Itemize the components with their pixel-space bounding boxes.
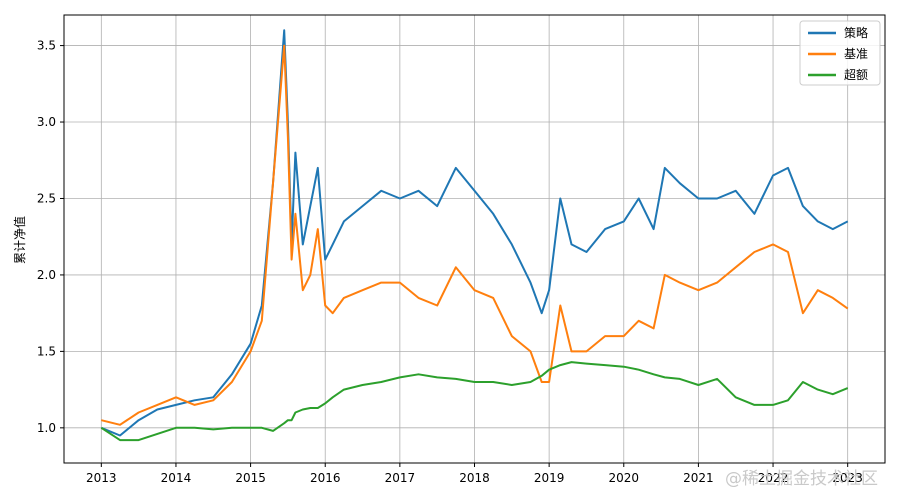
x-tick-label: 2017 [385,471,416,485]
grid [64,15,885,463]
watermark: @稀土掘金技术社区 [725,469,878,489]
x-tick-label: 2019 [534,471,565,485]
y-tick-label: 3.5 [37,39,56,53]
legend-label-1: 基准 [844,47,868,61]
y-tick-label: 1.5 [37,344,56,358]
series-line-0 [100,29,849,437]
x-tick-label: 2015 [235,471,266,485]
x-tick-label: 2013 [86,471,117,485]
series-line-2 [100,361,849,442]
x-axis: 2013 2014 2015 2016 2017 2018 2019 2020 2021 2022… [86,463,863,485]
legend-label-0: 策略 [844,25,868,40]
x-tick-label: 2021 [683,471,714,485]
x-tick-label: 2022 [758,471,789,485]
y-axis-title: 累计净值 [12,216,27,264]
series-line-1 [101,44,849,426]
y-tick-label: 2.5 [37,191,56,205]
series-lines [100,29,849,442]
x-tick-label: 2020 [608,471,639,485]
y-tick-label: 1.0 [37,421,56,435]
x-tick-label: 2018 [459,471,490,485]
x-tick-label: 2023 [832,471,863,485]
legend-label-2: 超额 [844,67,868,82]
x-tick-label: 2016 [310,471,341,485]
y-tick-label: 2.0 [37,268,56,282]
x-tick-label: 2014 [161,471,192,485]
legend-box [799,20,881,86]
y-axis: 1.0 1.5 2.0 2.5 3.0 3.5 [37,39,64,435]
y-tick-label: 3.0 [37,115,56,129]
